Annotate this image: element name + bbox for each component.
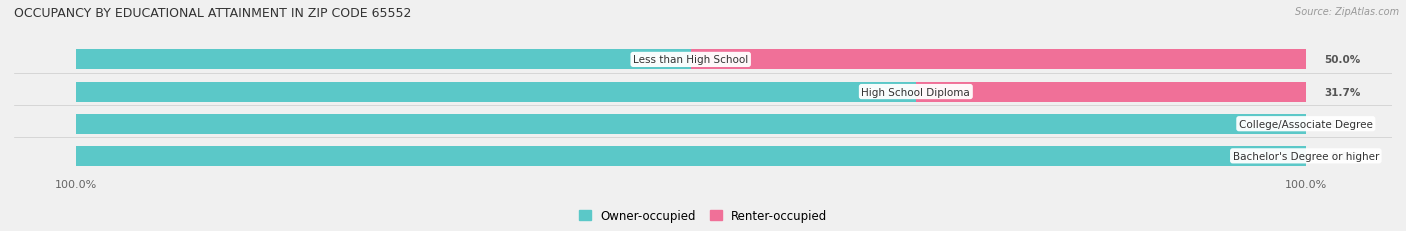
Bar bbox=[76, 50, 1306, 70]
Text: OCCUPANCY BY EDUCATIONAL ATTAINMENT IN ZIP CODE 65552: OCCUPANCY BY EDUCATIONAL ATTAINMENT IN Z… bbox=[14, 7, 412, 20]
Bar bbox=[76, 50, 690, 70]
Text: 0.0%: 0.0% bbox=[1330, 151, 1360, 161]
Text: Less than High School: Less than High School bbox=[633, 55, 748, 65]
Text: Source: ZipAtlas.com: Source: ZipAtlas.com bbox=[1295, 7, 1399, 17]
Text: Bachelor's Degree or higher: Bachelor's Degree or higher bbox=[1233, 151, 1379, 161]
Text: 100.0%: 100.0% bbox=[1244, 151, 1288, 161]
Text: 68.3%: 68.3% bbox=[860, 87, 897, 97]
Text: 50.0%: 50.0% bbox=[636, 55, 672, 65]
Bar bbox=[76, 114, 1306, 134]
Bar bbox=[76, 114, 1306, 134]
Bar bbox=[76, 146, 1306, 166]
Text: 0.0%: 0.0% bbox=[1330, 119, 1360, 129]
Text: 100.0%: 100.0% bbox=[1285, 179, 1327, 189]
Bar bbox=[915, 82, 1306, 102]
Text: College/Associate Degree: College/Associate Degree bbox=[1239, 119, 1372, 129]
Bar bbox=[76, 146, 1306, 166]
Bar bbox=[76, 82, 1306, 102]
Bar bbox=[690, 50, 1306, 70]
Text: 100.0%: 100.0% bbox=[1244, 119, 1288, 129]
Text: 50.0%: 50.0% bbox=[1324, 55, 1361, 65]
Text: High School Diploma: High School Diploma bbox=[862, 87, 970, 97]
Text: 100.0%: 100.0% bbox=[55, 179, 97, 189]
Text: 31.7%: 31.7% bbox=[1324, 87, 1361, 97]
Legend: Owner-occupied, Renter-occupied: Owner-occupied, Renter-occupied bbox=[574, 205, 832, 227]
Bar bbox=[76, 82, 915, 102]
